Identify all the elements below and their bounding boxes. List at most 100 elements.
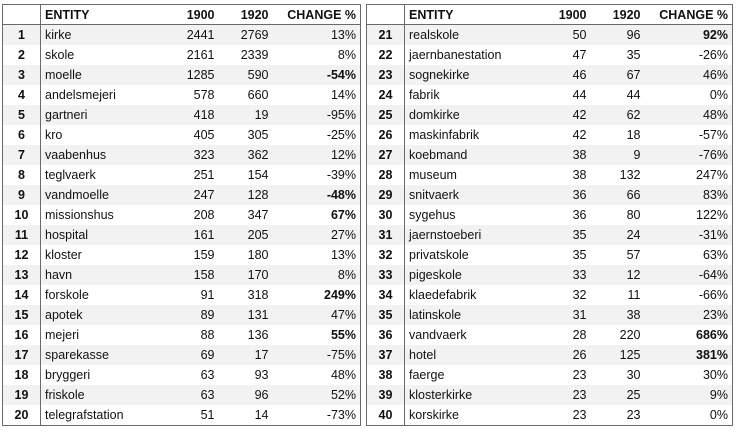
value-1920: 12 <box>590 265 645 285</box>
entity-name: moelle <box>40 65 165 85</box>
row-number: 18 <box>14 368 29 382</box>
table-row: 12 kloster 159 180 13% <box>3 245 361 265</box>
entity-name: sparekasse <box>40 345 165 365</box>
value-1900: 35 <box>572 248 587 262</box>
value-1900: 36 <box>572 208 587 222</box>
entity-name: realskole <box>404 24 537 45</box>
row-number: 15 <box>2 305 41 325</box>
value-1900: 158 <box>164 265 219 285</box>
table-row: 29 snitvaerk 36 66 83% <box>366 185 733 205</box>
entity-name: fabrik <box>404 85 537 105</box>
entity-table-left: ENTITY 1900 1920 CHANGE % 1 kirke 2441 2769… <box>2 4 361 426</box>
entity-name: andelsmejeri <box>40 85 165 105</box>
value-1900: 63 <box>164 385 219 405</box>
value-1920: 93 <box>254 368 269 382</box>
value-1920: 19 <box>218 105 273 125</box>
row-number: 26 <box>378 128 393 142</box>
table-row: 39 klosterkirke 23 25 9% <box>366 385 733 405</box>
value-1920: 62 <box>590 105 645 125</box>
row-number: 1 <box>2 24 41 45</box>
entity-name: privatskole <box>404 245 537 265</box>
value-1920: 347 <box>247 208 269 222</box>
row-number: 9 <box>2 185 41 205</box>
change-percent: -66% <box>698 288 728 302</box>
value-1920: 35 <box>626 48 641 62</box>
table-row: 1 kirke 2441 2769 13% <box>2 24 361 45</box>
change-percent: 23% <box>644 305 733 325</box>
row-number: 38 <box>378 368 393 382</box>
entity-name: snitvaerk <box>404 185 537 205</box>
value-1900: 23 <box>536 385 591 405</box>
row-number: 3 <box>2 65 41 85</box>
value-1900: 1285 <box>164 65 219 85</box>
table-row: 30 sygehus 36 80 122% <box>367 205 733 225</box>
value-1920: 96 <box>590 24 645 45</box>
row-number: 24 <box>378 88 393 102</box>
value-1920: 131 <box>218 305 273 325</box>
row-number: 4 <box>18 88 25 102</box>
change-percent: 13% <box>272 24 361 45</box>
table-body: 21 realskole 50 96 92% 22 jaernbanestation 47 35… <box>366 24 733 426</box>
header-entity: ENTITY <box>404 4 537 25</box>
table-row: 3 moelle 1285 590 -54% <box>2 65 361 85</box>
value-1900: 50 <box>536 24 591 45</box>
entity-name: hospital <box>40 225 165 245</box>
entity-name: klaedefabrik <box>404 285 537 305</box>
table-row: 38 faerge 23 30 30% <box>367 365 733 385</box>
value-1920: 57 <box>626 248 641 262</box>
change-percent: 247% <box>696 168 728 182</box>
row-number: 12 <box>14 248 29 262</box>
header-entity: ENTITY <box>40 4 165 25</box>
value-1900: 2441 <box>164 24 219 45</box>
change-percent: 122% <box>696 208 728 222</box>
row-number: 32 <box>378 248 393 262</box>
row-number: 23 <box>366 65 405 85</box>
table-row: 27 koebmand 38 9 -76% <box>366 145 733 165</box>
value-1900: 405 <box>193 128 215 142</box>
row-number: 28 <box>378 168 393 182</box>
row-number: 22 <box>378 48 393 62</box>
change-percent: -95% <box>272 105 361 125</box>
row-number: 30 <box>378 208 393 222</box>
change-percent: -39% <box>326 168 356 182</box>
table-row: 25 domkirke 42 62 48% <box>366 105 733 125</box>
change-percent: 14% <box>330 88 356 102</box>
entity-name: bryggeri <box>40 365 165 385</box>
entity-name: latinskole <box>404 305 537 325</box>
entity-name: mejeri <box>40 325 165 345</box>
change-percent: -54% <box>272 65 361 85</box>
row-number: 39 <box>366 385 405 405</box>
entity-name: gartneri <box>40 105 165 125</box>
row-number: 10 <box>14 208 29 222</box>
value-1900: 38 <box>536 145 591 165</box>
entity-name: korskirke <box>404 405 537 426</box>
entity-name: maskinfabrik <box>404 125 537 145</box>
change-percent: 30% <box>702 368 728 382</box>
value-1900: 47 <box>572 48 587 62</box>
value-1920: 66 <box>590 185 645 205</box>
value-1920: 154 <box>247 168 269 182</box>
table-row: 8 teglvaerk 251 154 -39% <box>3 165 361 185</box>
entity-name: kro <box>40 125 165 145</box>
value-1900: 323 <box>164 145 219 165</box>
row-number: 17 <box>2 345 41 365</box>
change-percent: 8% <box>337 48 356 62</box>
header-change: CHANGE % <box>644 4 733 25</box>
change-percent: 48% <box>330 368 356 382</box>
table-row: 19 friskole 63 96 52% <box>2 385 361 405</box>
row-number: 6 <box>18 128 25 142</box>
header-number <box>2 4 41 25</box>
table-row: 15 apotek 89 131 47% <box>2 305 361 325</box>
table-row: 11 hospital 161 205 27% <box>2 225 361 245</box>
value-1920: 96 <box>218 385 273 405</box>
value-1920: 660 <box>247 88 269 102</box>
change-percent: 0% <box>709 408 728 422</box>
value-1920: 9 <box>590 145 645 165</box>
row-number: 35 <box>366 305 405 325</box>
table-row: 18 bryggeri 63 93 48% <box>3 365 361 385</box>
change-percent: 83% <box>644 185 733 205</box>
row-number: 16 <box>14 328 29 342</box>
change-percent: -75% <box>272 345 361 365</box>
value-1920: 590 <box>218 65 273 85</box>
value-1900: 38 <box>572 168 587 182</box>
